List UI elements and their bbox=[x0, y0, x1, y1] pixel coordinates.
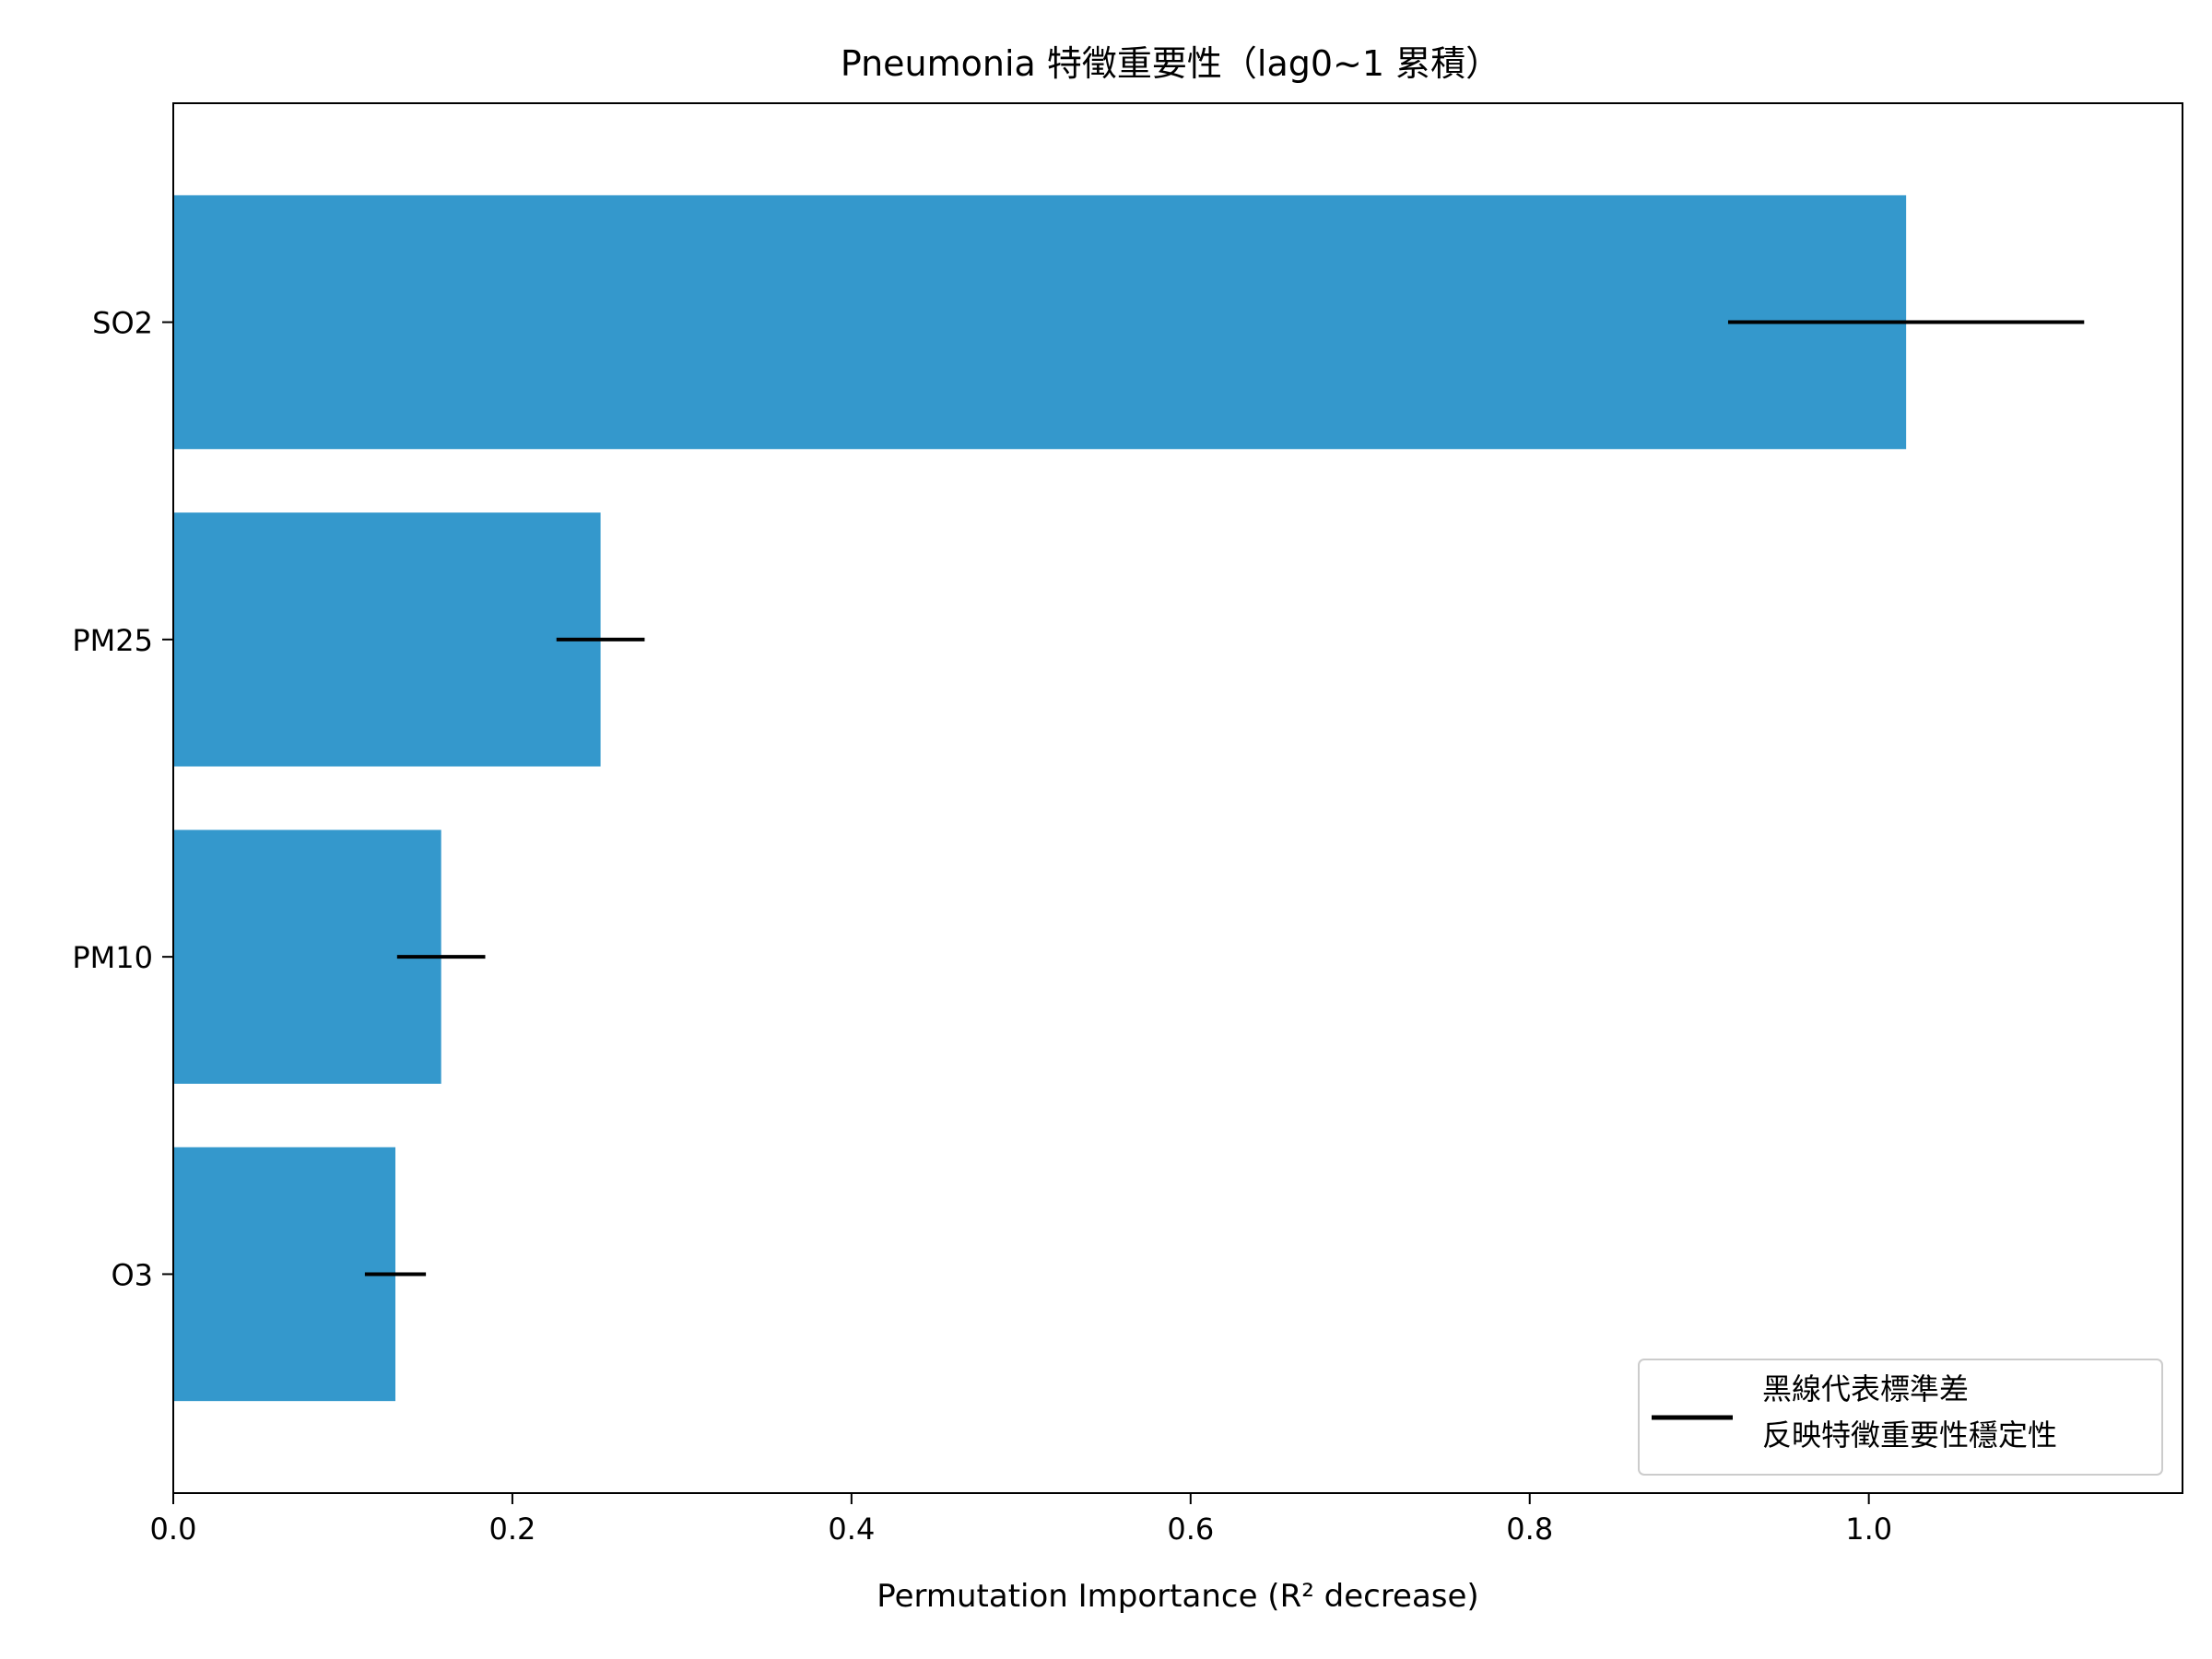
x-axis-label: Permutation Importance (R² decrease) bbox=[877, 1578, 1478, 1615]
bar-so2 bbox=[173, 194, 1907, 450]
legend-line-1: 黑線代表標準差 bbox=[1762, 1371, 1969, 1406]
y-tick-label-pm25: PM25 bbox=[72, 623, 153, 658]
x-tick-label: 0.0 bbox=[150, 1512, 197, 1547]
bar-pm10 bbox=[173, 830, 441, 1084]
x-tick-label: 0.4 bbox=[828, 1512, 875, 1547]
y-tick-label-pm10: PM10 bbox=[72, 940, 153, 975]
legend-line-2: 反映特徵重要性穩定性 bbox=[1762, 1418, 2057, 1453]
bar-o3 bbox=[173, 1147, 395, 1402]
y-tick-label-o3: O3 bbox=[111, 1257, 153, 1292]
y-axis: SO2 PM25 PM10 O3 bbox=[72, 306, 173, 1292]
x-tick-label: 0.6 bbox=[1167, 1512, 1214, 1547]
y-tick-label-so2: SO2 bbox=[92, 306, 153, 341]
x-tick-label: 0.8 bbox=[1506, 1512, 1553, 1547]
error-bars-layer bbox=[364, 320, 2085, 1277]
x-tick-label: 1.0 bbox=[1845, 1512, 1892, 1547]
bar-pm25 bbox=[173, 512, 601, 767]
plot-frame bbox=[172, 102, 2183, 1494]
chart-title: Pneumonia 特徵重要性（lag0~1 累積） bbox=[841, 43, 1500, 84]
x-tick-label: 0.2 bbox=[488, 1512, 535, 1547]
legend-box bbox=[1638, 1359, 2163, 1476]
legend: 黑線代表標準差 反映特徵重要性穩定性 bbox=[1638, 1359, 2163, 1476]
bars-layer bbox=[173, 194, 1907, 1402]
x-axis: 0.0 0.2 0.4 0.6 0.8 1.0 bbox=[150, 1493, 1892, 1547]
